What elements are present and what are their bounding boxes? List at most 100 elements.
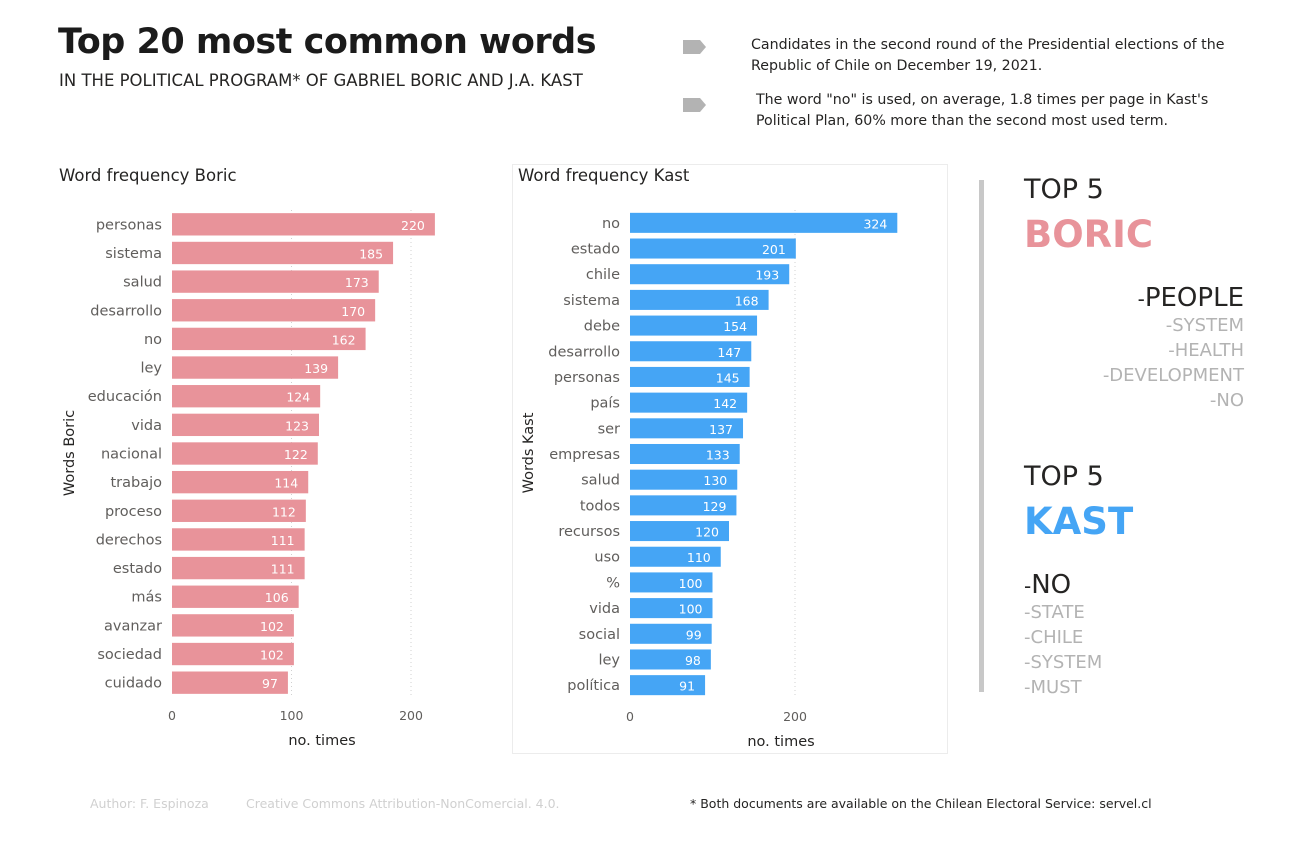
category-label: sistema: [105, 246, 162, 262]
kast-chart-title: Word frequency Kast: [518, 166, 690, 185]
bar: [630, 238, 796, 259]
category-label: empresas: [549, 447, 620, 463]
bar: [630, 264, 790, 285]
category-label: ley: [598, 652, 620, 668]
data-label: 102: [260, 648, 284, 663]
category-label: chile: [586, 267, 620, 283]
category-label: trabajo: [110, 475, 162, 491]
data-label: 106: [265, 590, 289, 605]
data-label: 145: [716, 370, 740, 385]
note-candidates: Candidates in the second round of the Pr…: [751, 37, 1225, 74]
bar: [630, 469, 738, 490]
bar: [172, 356, 339, 379]
tag-arrow-icon: [683, 40, 706, 54]
category-label: educación: [88, 389, 162, 405]
data-label: 120: [695, 525, 719, 540]
divider: [979, 180, 984, 692]
bar: [630, 495, 737, 516]
bar: [172, 671, 288, 694]
footer-license: Creative Commons Attribution-NonComercia…: [246, 796, 560, 811]
data-label: 133: [706, 448, 730, 463]
bar: [172, 299, 376, 322]
boric-bar-chart: personas 220 sistema 185 salud 173 desarrollo 1…: [62, 210, 435, 749]
x-axis-title: no. times: [747, 734, 814, 750]
bar: [630, 623, 712, 644]
category-label: personas: [96, 217, 162, 233]
data-label: 168: [735, 293, 759, 308]
data-label: 162: [332, 332, 356, 347]
kast-top5-label: TOP 5: [1024, 461, 1104, 492]
category-label: recursos: [558, 524, 620, 540]
boric-word: -NO: [1209, 390, 1244, 411]
page-subtitle: IN THE POLITICAL PROGRAM* OF GABRIEL BOR…: [59, 71, 583, 90]
tick-label: 100: [280, 708, 304, 723]
tag-arrow-icon: [683, 98, 706, 112]
category-label: desarrollo: [548, 344, 620, 360]
bar: [630, 366, 750, 387]
bar: [172, 585, 299, 608]
data-label: 97: [262, 676, 278, 691]
category-label: estado: [571, 242, 620, 258]
kast-word: -SYSTEM: [1024, 652, 1103, 673]
bar: [172, 614, 294, 637]
category-label: no: [602, 216, 620, 232]
data-label: 123: [285, 418, 309, 433]
category-label: más: [131, 590, 162, 606]
data-label: 193: [755, 268, 779, 283]
boric-word: -DEVELOPMENT: [1102, 365, 1244, 386]
y-axis-title: Words Boric: [62, 410, 78, 496]
category-label: estado: [113, 561, 162, 577]
bar: [630, 675, 706, 696]
kast-top5-name: KAST: [1024, 500, 1134, 543]
category-label: ser: [598, 421, 620, 437]
data-label: 154: [723, 319, 747, 334]
bar: [172, 327, 366, 351]
tick-label: 200: [783, 709, 807, 724]
data-label: 185: [359, 246, 383, 261]
kast-word: -MUST: [1024, 677, 1082, 698]
category-label: política: [567, 678, 620, 694]
note-no-usage: The word "no" is used, on average, 1.8 t…: [756, 92, 1209, 129]
boric-chart-title: Word frequency Boric: [59, 166, 237, 185]
category-label: ley: [140, 361, 162, 377]
boric-word: -SYSTEM: [1165, 315, 1244, 336]
data-label: 170: [341, 304, 365, 319]
kast-bar-chart: no 324 estado 201 chile 193 sistema 168 debe 154 d…: [521, 210, 898, 750]
bar: [630, 418, 744, 439]
kast-word: -STATE: [1024, 602, 1085, 623]
data-label: 173: [345, 275, 369, 290]
category-label: no: [144, 332, 162, 348]
kast-chart-panel: [512, 164, 948, 754]
category-label: nacional: [101, 447, 162, 463]
category-label: avanzar: [104, 618, 162, 634]
data-label: 102: [260, 619, 284, 634]
category-label: uso: [594, 550, 620, 566]
bar: [172, 556, 305, 580]
data-label: 124: [286, 390, 310, 405]
boric-top5-name: BORIC: [1024, 213, 1154, 256]
category-label: cuidado: [105, 676, 162, 692]
category-label: país: [590, 396, 620, 412]
category-label: sociedad: [97, 647, 162, 663]
data-label: 324: [863, 216, 887, 231]
category-label: desarrollo: [90, 303, 162, 319]
data-label: 111: [271, 533, 295, 548]
boric-first-word: -PEOPLE: [1137, 283, 1244, 313]
footer-note: * Both documents are available on the Ch…: [690, 796, 1152, 811]
boric-top5-label: TOP 5: [1024, 174, 1104, 205]
category-label: vida: [131, 418, 162, 434]
bar: [172, 528, 305, 551]
data-label: 201: [762, 242, 786, 257]
category-label: derechos: [96, 532, 162, 548]
category-label: todos: [580, 498, 620, 514]
data-label: 100: [679, 576, 703, 591]
category-label: salud: [581, 473, 620, 489]
data-label: 130: [703, 473, 727, 488]
bar: [630, 392, 748, 413]
page-title: Top 20 most common words: [58, 22, 597, 62]
bar: [630, 572, 713, 593]
category-label: %: [606, 575, 620, 591]
tick-label: 200: [399, 708, 423, 723]
data-label: 220: [401, 218, 425, 233]
category-label: proceso: [105, 504, 162, 520]
